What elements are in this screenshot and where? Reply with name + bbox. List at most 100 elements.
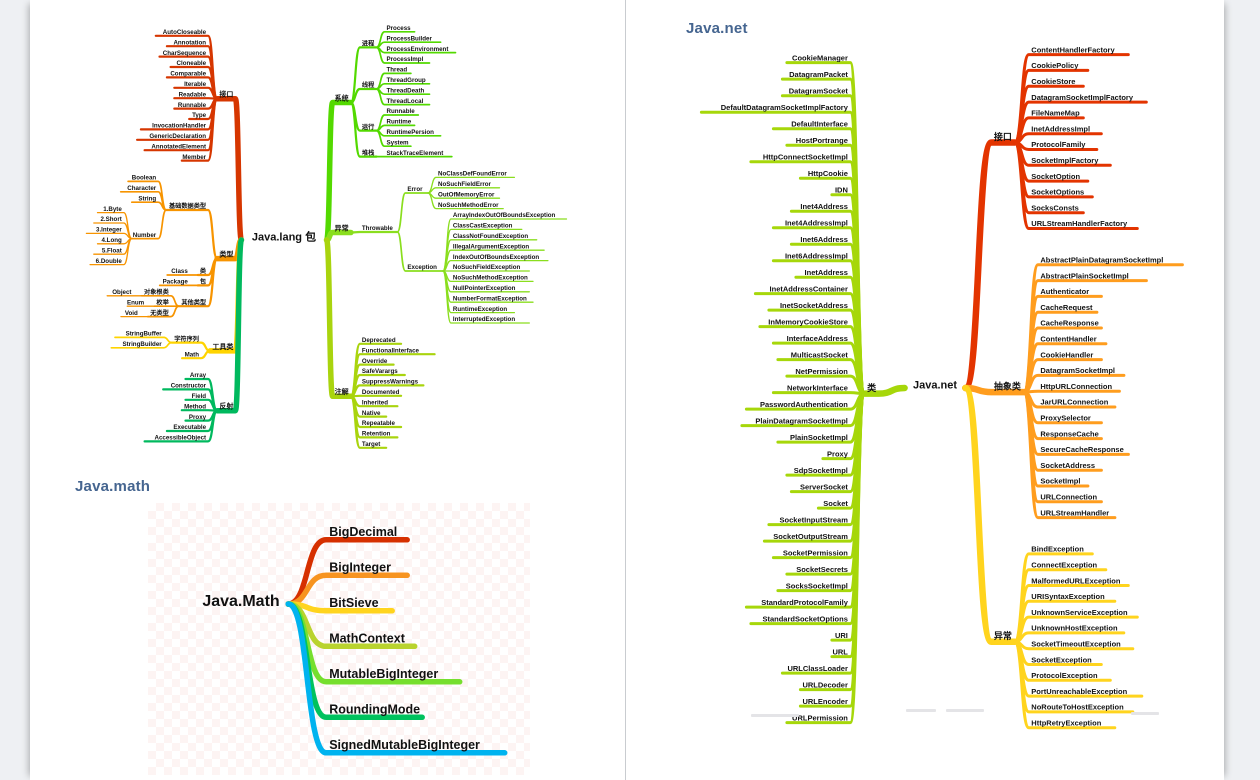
node-label: FunctionalInterface: [362, 347, 420, 354]
branch-label: 运行: [362, 123, 375, 131]
node-label: ContentHandlerFactory: [1031, 45, 1115, 54]
node-label: ArrayIndexOutOfBoundsException: [453, 212, 556, 219]
node-label: NetworkInterface: [787, 383, 848, 392]
node-label: Inet4AddressImpl: [785, 218, 848, 227]
node-label: SocketTimeoutException: [1031, 640, 1121, 649]
node-label: PlainDatagramSocketImpl: [755, 416, 848, 425]
node-label: NoRouteToHostException: [1031, 703, 1124, 712]
branch-connector: [170, 341, 212, 352]
node-label: DefaultInterface: [791, 119, 848, 128]
branch-connector: [349, 230, 399, 234]
node-label: SafeVarargs: [362, 368, 398, 375]
node-label: SuppressWarnings: [362, 379, 419, 386]
node-label: CookieHandler: [1040, 350, 1093, 359]
branch-connector: [396, 231, 444, 272]
branch-connector: [323, 229, 354, 243]
node-label: Iterable: [184, 81, 207, 88]
node-label: URI: [835, 631, 848, 640]
node-label: SocketOption: [1031, 172, 1080, 181]
node-label: Runtime: [387, 119, 412, 126]
javanet-mindmap-svg: 接口 ContentHandlerFactory CookiePolicy Cooki…: [699, 45, 1184, 730]
node-label: ThreadDeath: [387, 87, 425, 94]
branch-label: Throwable: [362, 225, 393, 232]
node-label: 2.Short: [100, 216, 121, 223]
node-label: Inet6Address: [800, 235, 848, 244]
node-label: ThreadLocal: [387, 98, 424, 105]
node-label: Repeatable: [362, 420, 396, 427]
branch-connector: [1013, 141, 1139, 230]
branch-connector: [285, 601, 508, 756]
node-label: ServerSocket: [800, 482, 848, 491]
javamath-center-label: Java.Math: [202, 593, 279, 610]
node-label: ClassNotFoundException: [453, 233, 529, 240]
branch-label: 系统: [335, 93, 349, 102]
node-label: ProcessImpl: [387, 56, 424, 63]
branch-connector: [962, 139, 1019, 392]
node-label: SdpSocketImpl: [794, 466, 848, 475]
branch-connector: [165, 208, 219, 260]
branch-label: 异常: [994, 630, 1012, 641]
node-label: ContentHandler: [1040, 335, 1096, 344]
node-label: IllegalArgumentException: [453, 243, 530, 250]
branch-label: 类: [867, 382, 877, 393]
watermark-fragment: [1131, 712, 1159, 715]
branch-label: 对象根类: [144, 288, 170, 296]
node-label: Authenticator: [1040, 287, 1089, 296]
branch-label: 反射: [219, 402, 233, 411]
branch-label: 异常: [335, 223, 349, 232]
node-label: SocketAddress: [1040, 461, 1095, 470]
node-label: HttpCookie: [808, 169, 848, 178]
node-label: Array: [190, 372, 207, 379]
node-label: Readable: [179, 91, 207, 98]
branch-label: 其他类型: [181, 298, 207, 306]
branch-connector: [146, 305, 180, 318]
section-title-java-net: Java.net: [686, 20, 748, 37]
node-label: URLStreamHandlerFactory: [1031, 219, 1128, 228]
node-label: Proxy: [827, 449, 849, 458]
node-label: Override: [362, 358, 388, 365]
node-label: ProtocolException: [1031, 671, 1098, 680]
node-label: RuntimePersion: [387, 129, 435, 136]
node-label: 1.Byte: [103, 206, 122, 213]
node-label: PlainSocketImpl: [790, 433, 848, 442]
branch-connector: [962, 384, 1019, 646]
javamath-image-area: BigDecimal BigInteger BitSieve MathContext M…: [148, 503, 530, 775]
javamath-mindmap: BigDecimal BigInteger BitSieve MathContext M…: [148, 503, 530, 775]
node-label: StringBuffer: [126, 331, 163, 338]
node-label: Constructor: [171, 383, 207, 390]
node-label: PortUnreachableException: [1031, 687, 1127, 696]
node-label: SocketOutputStream: [773, 532, 848, 541]
node-label: SocketImplFactory: [1031, 156, 1099, 165]
node-label: Package: [163, 279, 189, 286]
node-label: Socket: [823, 499, 848, 508]
node-label: String: [138, 195, 156, 202]
node-label: NumberFormatException: [453, 295, 527, 302]
node-label: URLClassLoader: [787, 664, 848, 673]
node-label: NoSuchFieldError: [438, 181, 492, 188]
node-label: AccessibleObject: [155, 435, 207, 442]
javalang-mindmap: 系统 进程 Process ProcessBuilder ProcessEnvironm…: [48, 2, 613, 472]
branch-connector: [1013, 640, 1117, 730]
node-label: Class: [171, 268, 188, 275]
node-label: BigInteger: [329, 561, 391, 575]
node-label: Deprecated: [362, 337, 396, 344]
node-label: Thread: [387, 67, 408, 74]
branch-connector: [110, 341, 173, 349]
node-label: RoundingMode: [329, 703, 420, 717]
node-label: InvocationHandler: [152, 123, 207, 130]
node-label: DatagramPacket: [789, 70, 848, 79]
node-label: Runnable: [387, 108, 416, 115]
branch-connector: [1022, 390, 1117, 520]
branch-label: 抽象类: [994, 380, 1022, 391]
node-label: InterfaceAddress: [787, 334, 848, 343]
watermark-fragment: [946, 709, 984, 712]
node-label: JarURLConnection: [1040, 398, 1108, 407]
branch-connector: [1022, 389, 1121, 394]
node-label: Math: [185, 351, 200, 358]
node-label: Member: [182, 154, 206, 161]
node-label: InetAddressImpl: [1031, 124, 1090, 133]
branch-connector: [427, 192, 504, 210]
node-label: StringBuilder: [122, 341, 162, 348]
node-label: URL: [832, 647, 848, 656]
branch-connector: [396, 192, 429, 233]
